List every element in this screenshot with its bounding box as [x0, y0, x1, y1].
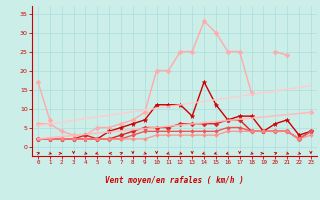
X-axis label: Vent moyen/en rafales ( km/h ): Vent moyen/en rafales ( km/h ) [105, 176, 244, 185]
